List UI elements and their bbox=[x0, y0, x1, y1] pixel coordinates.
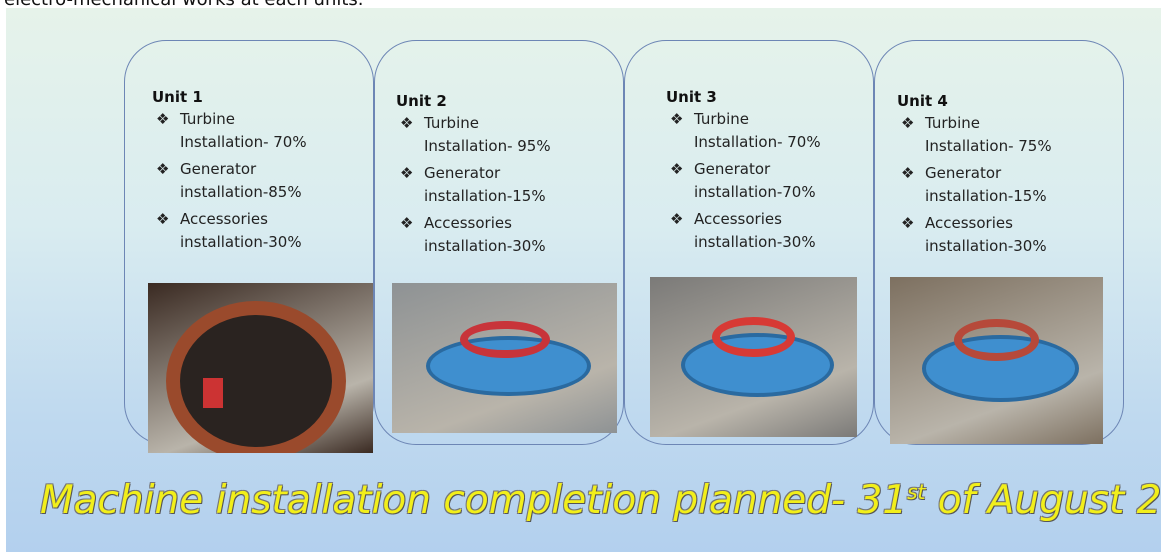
footer-text: Machine installation completion planned-… bbox=[40, 478, 907, 523]
item-detail: Installation- 95% bbox=[424, 135, 551, 158]
unit-title: Unit 3 bbox=[666, 88, 717, 106]
item-label: Turbine bbox=[925, 112, 1052, 135]
item-detail: installation-15% bbox=[424, 185, 546, 208]
bullet: ❖ bbox=[670, 208, 683, 231]
bullet: ❖ bbox=[400, 112, 413, 135]
item-label: Generator bbox=[925, 162, 1047, 185]
item-label: Generator bbox=[424, 162, 546, 185]
item-label: Turbine bbox=[424, 112, 551, 135]
machine-ring bbox=[954, 319, 1039, 361]
item-label: Turbine bbox=[694, 108, 821, 131]
item-detail: Installation- 75% bbox=[925, 135, 1052, 158]
bullet: ❖ bbox=[670, 158, 683, 181]
bullet: ❖ bbox=[156, 108, 169, 131]
bullet: ❖ bbox=[901, 112, 914, 135]
bullet: ❖ bbox=[156, 158, 169, 181]
unit-title: Unit 1 bbox=[152, 88, 203, 106]
bullet: ❖ bbox=[670, 108, 683, 131]
stator bbox=[166, 301, 346, 453]
unit-title: Unit 2 bbox=[396, 92, 447, 110]
page: {"header": {"text": "electro-mechanical … bbox=[0, 0, 1167, 552]
item-detail: Installation- 70% bbox=[694, 131, 821, 154]
unit-photo bbox=[392, 283, 617, 433]
item-label: Generator bbox=[694, 158, 816, 181]
bullet: ❖ bbox=[400, 212, 413, 235]
item-label: Accessories bbox=[925, 212, 1047, 235]
bullet: ❖ bbox=[901, 212, 914, 235]
unit-photo bbox=[890, 277, 1103, 444]
item-detail: installation-15% bbox=[925, 185, 1047, 208]
item-detail: installation-30% bbox=[180, 231, 302, 254]
item-label: Generator bbox=[180, 158, 302, 181]
machine-ring bbox=[460, 321, 550, 359]
bullet: ❖ bbox=[400, 162, 413, 185]
bullet: ❖ bbox=[901, 162, 914, 185]
item-label: Accessories bbox=[424, 212, 546, 235]
item-detail: installation-30% bbox=[694, 231, 816, 254]
footer-sup: st bbox=[907, 480, 925, 504]
footer-rest: of August 2023 bbox=[925, 478, 1161, 523]
item-detail: installation-30% bbox=[424, 235, 546, 258]
item-detail: Installation- 70% bbox=[180, 131, 307, 154]
unit-photo bbox=[148, 283, 373, 453]
item-detail: installation-70% bbox=[694, 181, 816, 204]
bullet: ❖ bbox=[156, 208, 169, 231]
item-detail: installation-30% bbox=[925, 235, 1047, 258]
unit-title: Unit 4 bbox=[897, 92, 948, 110]
item-label: Accessories bbox=[694, 208, 816, 231]
unit-photo bbox=[650, 277, 857, 437]
item-label: Accessories bbox=[180, 208, 302, 231]
item-detail: installation-85% bbox=[180, 181, 302, 204]
footer: Machine installation completion planned-… bbox=[40, 478, 1161, 523]
worker bbox=[203, 378, 223, 408]
machine-ring bbox=[712, 317, 795, 357]
item-label: Turbine bbox=[180, 108, 307, 131]
